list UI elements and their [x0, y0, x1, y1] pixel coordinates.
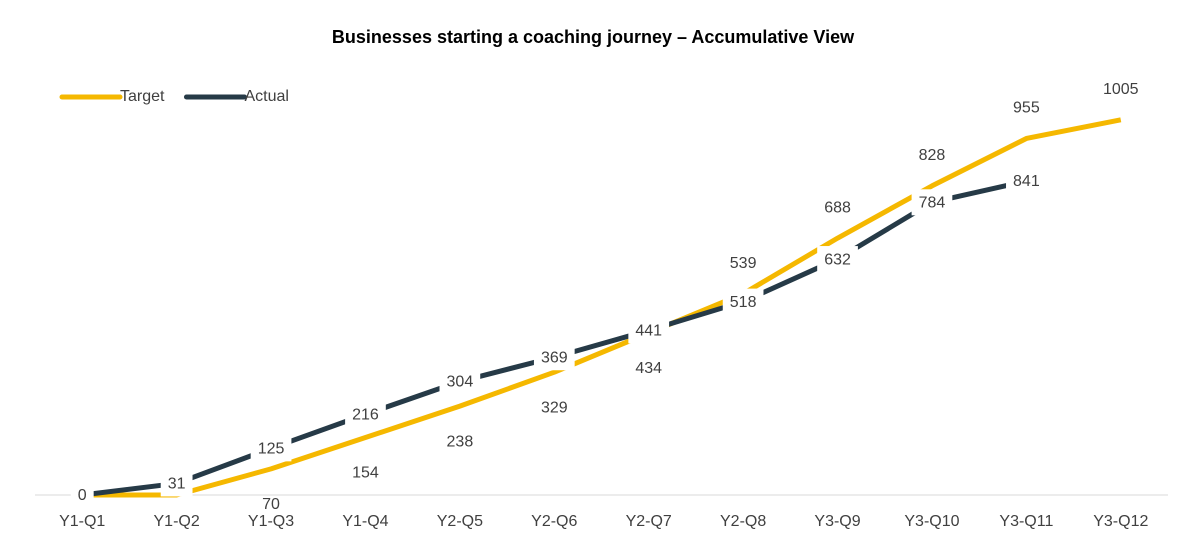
data-label: 304	[447, 374, 474, 391]
data-label-box: 784	[911, 189, 953, 216]
x-tick-label: Y1-Q4	[342, 513, 388, 530]
label-bg	[722, 288, 764, 315]
x-tick-label: Y2-Q8	[720, 513, 766, 530]
label-bg	[160, 470, 193, 497]
x-tick-label: Y1-Q2	[154, 513, 200, 530]
x-tick-label: Y2-Q6	[531, 513, 577, 530]
label-bg	[250, 435, 292, 462]
data-label: 828	[919, 147, 946, 164]
data-label: 216	[352, 407, 379, 424]
label-bg	[628, 317, 670, 344]
label-bg	[345, 401, 386, 428]
data-label: 369	[541, 349, 568, 366]
data-label-box: 518	[722, 288, 764, 315]
x-tick-label: Y3-Q9	[814, 513, 860, 530]
chart-title: Businesses starting a coaching journey –…	[332, 27, 855, 47]
data-label: 125	[258, 441, 285, 458]
data-label-box: 441	[628, 317, 670, 344]
data-label: 688	[824, 199, 851, 216]
legend-label: Target	[120, 88, 165, 105]
x-tick-label: Y1-Q3	[248, 513, 294, 530]
data-label: 329	[541, 399, 568, 416]
label-bg	[439, 368, 481, 395]
legend-label: Actual	[244, 88, 288, 105]
data-label-box: 841	[1006, 168, 1047, 195]
data-label-box: 31	[160, 470, 193, 497]
x-tick-label: Y3-Q12	[1093, 513, 1148, 530]
data-label: 434	[635, 360, 662, 377]
x-tick-label: Y3-Q11	[999, 513, 1053, 530]
label-bg	[70, 482, 94, 508]
data-label-box: 369	[533, 344, 575, 371]
x-tick-label: Y2-Q5	[437, 513, 483, 530]
data-label: 154	[352, 465, 379, 482]
data-label: 31	[168, 476, 186, 493]
data-label-box: 632	[817, 246, 858, 273]
data-label: 238	[447, 433, 474, 450]
data-label-box: 0	[70, 482, 94, 508]
data-label: 632	[824, 251, 851, 268]
x-tick-label: Y1-Q1	[59, 513, 105, 530]
data-label: 70	[262, 496, 280, 513]
data-label: 955	[1013, 100, 1040, 117]
data-label: 539	[730, 255, 757, 272]
data-label-box: 304	[439, 368, 481, 395]
data-label: 1005	[1103, 81, 1139, 98]
label-bg	[911, 189, 953, 216]
data-label-box: 216	[345, 401, 386, 428]
data-label: 0	[78, 487, 87, 504]
line-series	[82, 117, 1122, 498]
label-bg	[1006, 168, 1047, 195]
data-label: 518	[730, 294, 757, 311]
data-label: 441	[635, 323, 662, 340]
label-bg	[533, 344, 575, 371]
x-tick-label: Y2-Q7	[626, 513, 672, 530]
x-tick-label: Y3-Q10	[904, 513, 959, 530]
data-label: 784	[919, 195, 946, 212]
data-label: 841	[1013, 173, 1040, 190]
data-label-box: 125	[250, 435, 292, 462]
label-bg	[817, 246, 858, 273]
